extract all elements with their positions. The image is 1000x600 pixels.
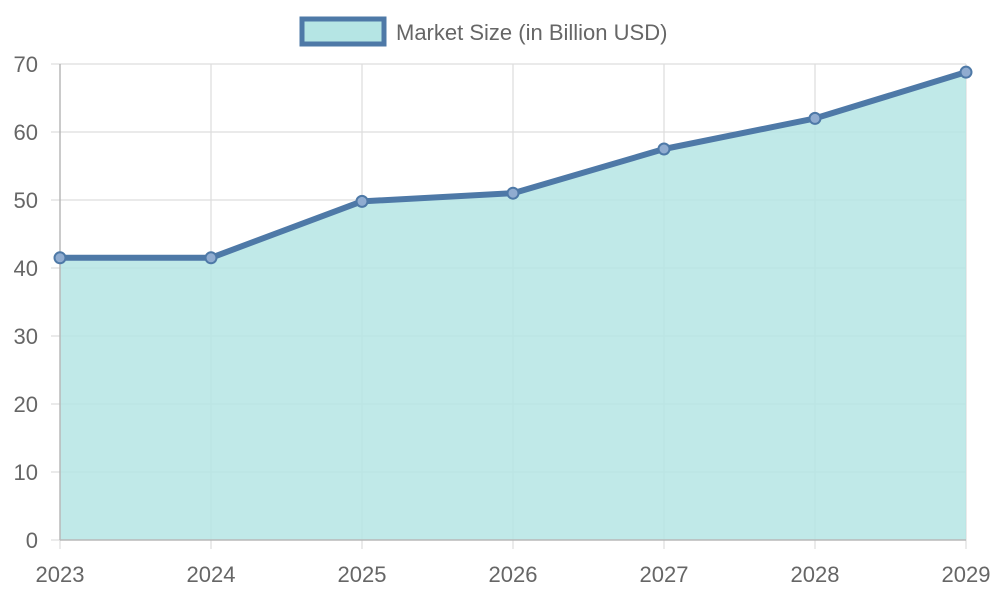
data-point-2029[interactable] <box>959 65 973 79</box>
data-point-2025[interactable] <box>355 194 369 208</box>
series-area-fill <box>60 72 966 540</box>
legend-swatch <box>299 16 387 47</box>
x-tick-label: 2023 <box>36 562 85 587</box>
y-tick-label: 20 <box>14 392 38 417</box>
tick-labels: 0 10 20 30 40 50 60 70 2023 2024 2025 2026 2027 2028 2… <box>14 52 991 587</box>
y-tick-label: 50 <box>14 188 38 213</box>
y-tick-label: 10 <box>14 460 38 485</box>
x-tick-label: 2025 <box>338 562 387 587</box>
x-tick-label: 2028 <box>791 562 840 587</box>
data-point-2026[interactable] <box>506 186 520 200</box>
x-tick-label: 2029 <box>942 562 991 587</box>
area-layer <box>60 72 966 540</box>
point-layer <box>53 65 973 265</box>
data-point-2024[interactable] <box>204 251 218 265</box>
x-tick-label: 2026 <box>489 562 538 587</box>
data-point-2028[interactable] <box>808 111 822 125</box>
legend-label: Market Size (in Billion USD) <box>396 20 667 45</box>
data-point-2023[interactable] <box>53 251 67 265</box>
axes <box>59 64 966 541</box>
x-tick-label: 2027 <box>640 562 689 587</box>
y-tick-label: 60 <box>14 120 38 145</box>
y-tick-label: 40 <box>14 256 38 281</box>
legend[interactable]: Market Size (in Billion USD) <box>299 16 667 47</box>
x-tick-label: 2024 <box>187 562 236 587</box>
data-point-2027[interactable] <box>657 142 671 156</box>
y-tick-label: 0 <box>26 528 38 553</box>
y-tick-label: 70 <box>14 52 38 77</box>
y-tick-label: 30 <box>14 324 38 349</box>
